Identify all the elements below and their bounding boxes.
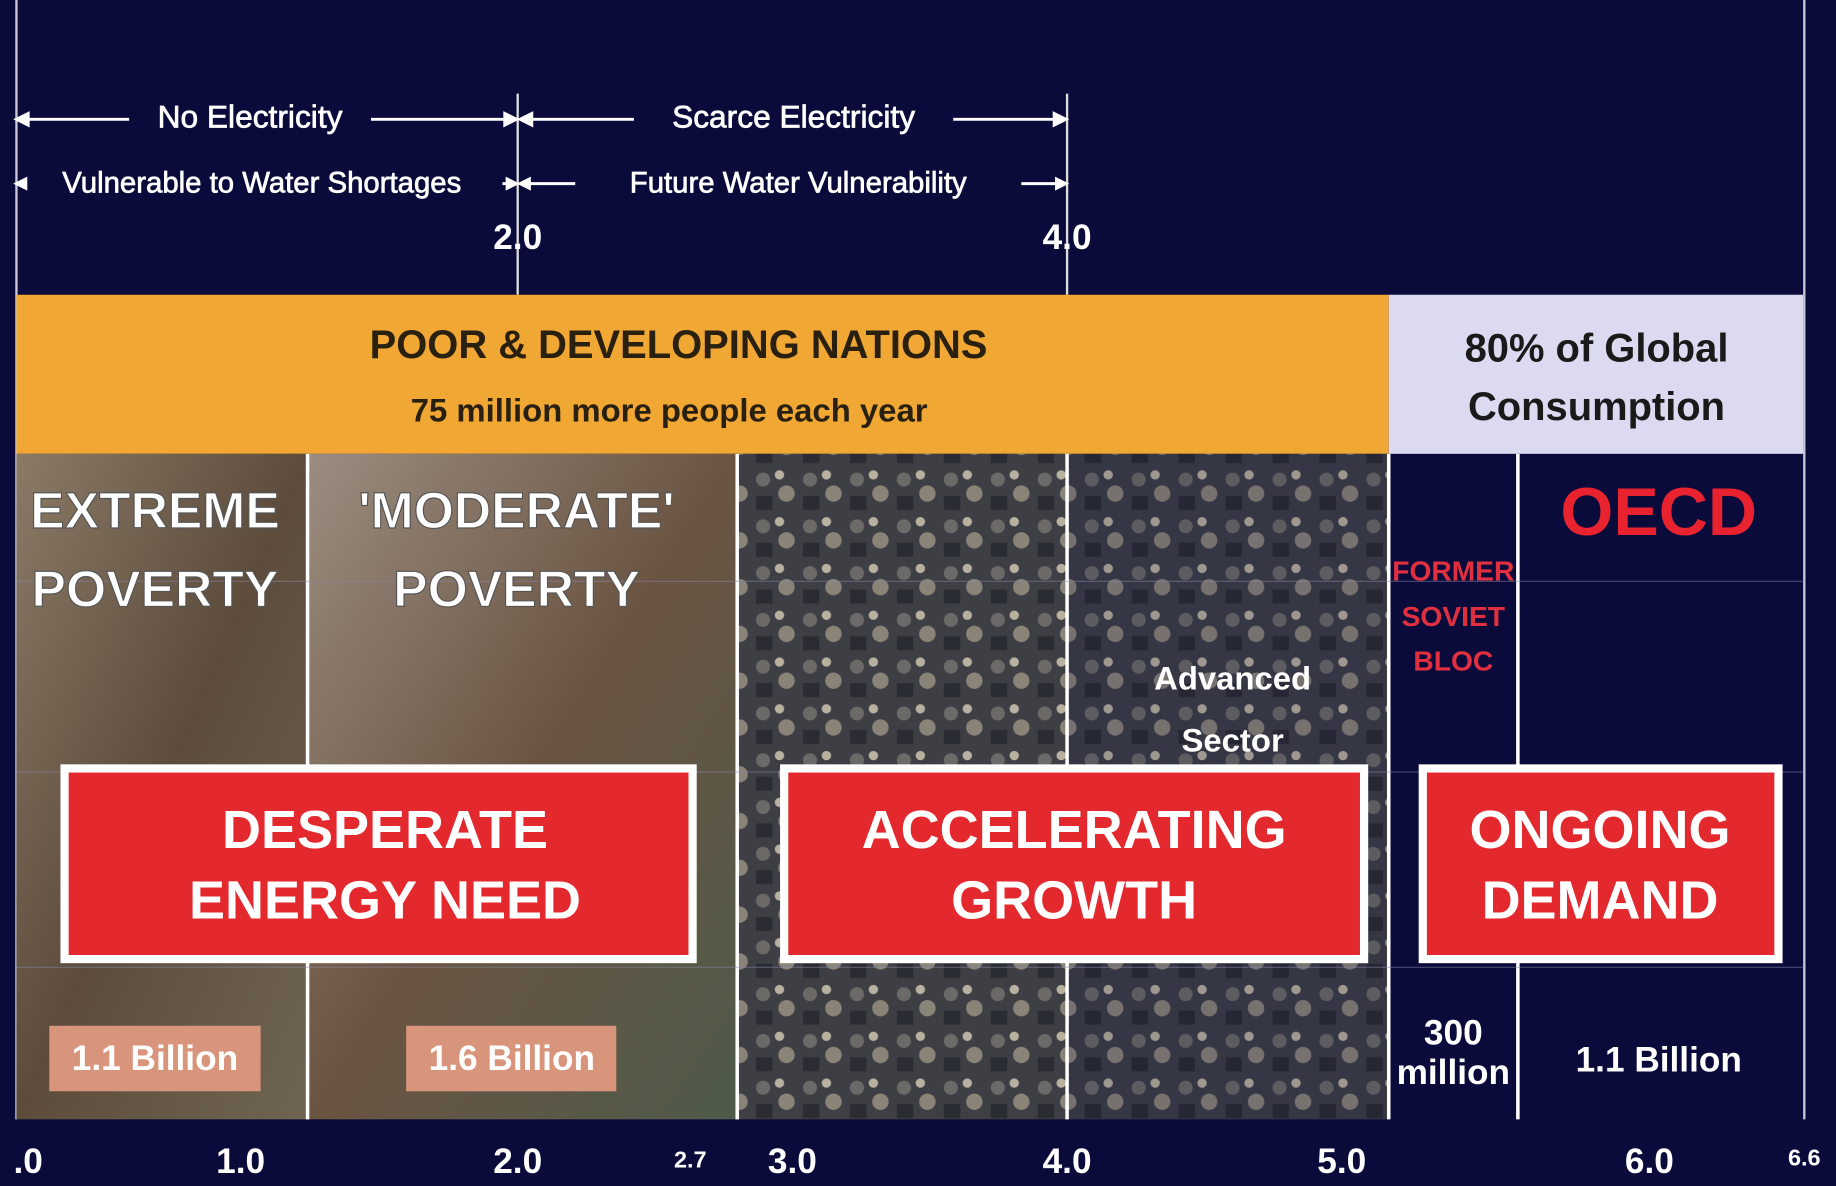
population: million <box>1397 1053 1510 1092</box>
segment-title: BLOC <box>1413 646 1493 677</box>
box <box>60 764 697 964</box>
axis-label: 6.0 <box>1625 1142 1674 1181</box>
axis-label: 3.0 <box>768 1142 817 1181</box>
box-text: ENERGY NEED <box>189 870 581 930</box>
label: Scarce Electricity <box>672 99 915 135</box>
segment-title: FORMER <box>1392 556 1514 587</box>
tick-label: 2.0 <box>493 218 542 257</box>
label: Vulnerable to Water Shortages <box>62 167 461 200</box>
box <box>780 764 1369 964</box>
label: No Electricity <box>158 99 343 135</box>
population: 1.6 Billion <box>429 1039 595 1078</box>
segment-title: POVERTY <box>32 560 279 618</box>
band-title: POOR & DEVELOPING NATIONS <box>370 323 988 367</box>
axis-label: 5.0 <box>1317 1142 1366 1181</box>
box-text: ONGOING <box>1470 800 1731 860</box>
population-box <box>406 1025 617 1092</box>
population: 300 <box>1424 1013 1483 1052</box>
segment-title: POVERTY <box>393 560 640 618</box>
box <box>1418 764 1783 964</box>
segment-title: OECD <box>1560 474 1757 550</box>
box-text: ACCELERATING <box>862 800 1287 860</box>
axis-label: 2.0 <box>493 1142 542 1181</box>
label: Future Water Vulnerability <box>630 167 967 200</box>
segment-title: 'MODERATE' <box>358 481 674 539</box>
segment-title: SOVIET <box>1402 601 1505 632</box>
box-text: DEMAND <box>1482 870 1719 930</box>
segment-title: EXTREME <box>30 481 280 539</box>
axis-label: 1.0 <box>216 1142 265 1181</box>
band <box>16 294 1389 454</box>
band-subtitle: 75 million more people each year <box>411 392 928 429</box>
axis-label: 2.7 <box>674 1147 707 1173</box>
axis-label: .0 <box>13 1142 42 1181</box>
population: 1.1 Billion <box>72 1039 238 1078</box>
population: 1.1 Billion <box>1576 1040 1742 1079</box>
segment-title: Sector <box>1181 721 1283 758</box>
consumption: 80% of Global <box>1465 326 1729 370</box>
tick-label: 4.0 <box>1043 218 1092 257</box>
band <box>1388 294 1804 454</box>
box-text: DESPERATE <box>222 800 548 860</box>
axis-label: 6.6 <box>1788 1144 1821 1170</box>
population-box <box>49 1025 261 1092</box>
box-text: GROWTH <box>951 870 1197 930</box>
arrows <box>13 111 1070 191</box>
consumption: Consumption <box>1468 385 1725 429</box>
axis-label: 4.0 <box>1043 1142 1092 1181</box>
segment-title: Advanced <box>1154 659 1311 696</box>
